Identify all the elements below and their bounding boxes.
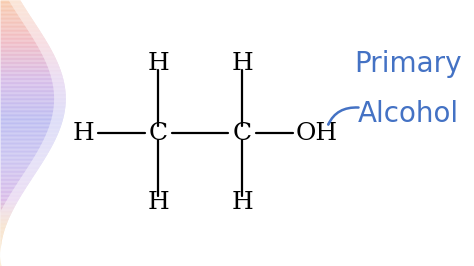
Text: H: H — [73, 122, 95, 144]
Text: H: H — [147, 52, 169, 75]
Text: OH: OH — [296, 122, 338, 144]
Text: C: C — [149, 122, 168, 144]
Text: Primary: Primary — [354, 50, 462, 78]
Text: C: C — [233, 122, 252, 144]
Text: Alcohol: Alcohol — [357, 100, 458, 128]
FancyArrowPatch shape — [328, 107, 358, 124]
Text: H: H — [231, 52, 253, 75]
Text: H: H — [231, 191, 253, 214]
Text: H: H — [147, 191, 169, 214]
